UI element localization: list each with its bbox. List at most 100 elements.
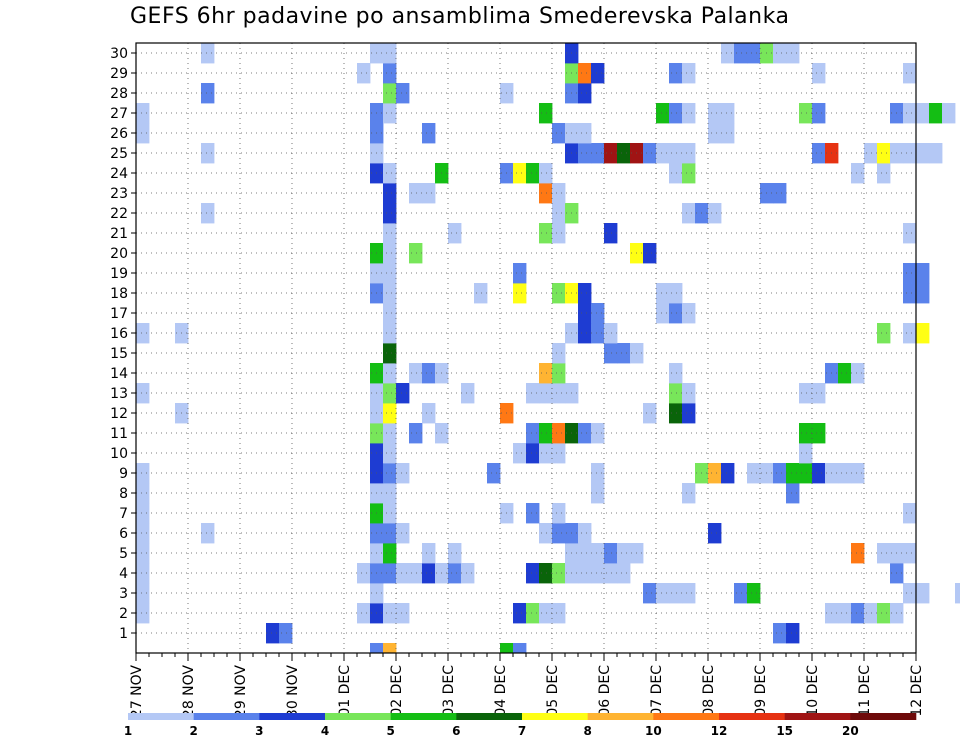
heatmap-cell <box>136 563 150 584</box>
heatmap-cell <box>604 223 618 244</box>
heatmap-cell <box>682 203 696 224</box>
heatmap-cell <box>864 143 878 164</box>
heatmap-cell <box>812 103 826 124</box>
heatmap-cell <box>604 323 618 344</box>
y-tick-label: 3 <box>119 586 128 602</box>
heatmap-cell <box>539 223 553 244</box>
heatmap-cell <box>799 423 813 444</box>
heatmap-cell <box>916 323 930 344</box>
heatmap-cell <box>539 523 553 544</box>
heatmap-cell <box>773 183 787 204</box>
heatmap-cell <box>682 583 696 604</box>
legend-swatch <box>259 713 326 720</box>
y-tick-label: 18 <box>110 286 128 302</box>
heatmap-cell <box>916 583 930 604</box>
heatmap-cell <box>578 563 592 584</box>
chart-title: GEFS 6hr padavine po ansamblima Smederev… <box>130 4 790 29</box>
heatmap-cell <box>422 403 436 424</box>
x-tick-label: 06 DEC <box>597 665 613 717</box>
heatmap-cell <box>539 443 553 464</box>
legend-swatch <box>390 713 457 720</box>
heatmap-cell <box>682 163 696 184</box>
heatmap-cell <box>396 383 410 404</box>
heatmap-cell <box>383 263 397 284</box>
heatmap-cell <box>643 243 657 264</box>
heatmap-cell <box>201 203 215 224</box>
heatmap-cell <box>682 483 696 504</box>
heatmap-cell <box>669 163 683 184</box>
heatmap-cell <box>734 583 748 604</box>
heatmap-cell <box>578 63 592 84</box>
heatmap-cell <box>786 43 800 64</box>
plot-frame <box>135 42 917 654</box>
y-tick-label: 30 <box>110 46 128 62</box>
legend-swatch <box>325 713 391 720</box>
heatmap-cell <box>552 123 566 144</box>
heatmap-cell <box>201 523 215 544</box>
heatmap-cell <box>955 583 960 604</box>
heatmap-cell <box>383 323 397 344</box>
heatmap-cell <box>669 63 683 84</box>
y-tick-label: 22 <box>110 206 128 222</box>
heatmap-cell <box>396 603 410 624</box>
heatmap-cell <box>643 143 657 164</box>
heatmap-cell <box>812 383 826 404</box>
heatmap-cell <box>682 103 696 124</box>
y-tick-label: 12 <box>110 406 128 422</box>
x-tick-label: 01 DEC <box>337 665 353 717</box>
heatmap-cell <box>526 603 540 624</box>
heatmap-cell <box>422 363 436 384</box>
heatmap-cell <box>578 303 592 324</box>
heatmap-cell <box>357 63 371 84</box>
heatmap-cell <box>708 463 722 484</box>
heatmap-cell <box>877 543 891 564</box>
heatmap-cell <box>877 163 891 184</box>
heatmap-cell <box>747 583 761 604</box>
legend-swatch <box>784 713 851 720</box>
legend-label: 5 <box>386 724 394 738</box>
heatmap-cell <box>396 563 410 584</box>
heatmap-cell <box>370 643 384 654</box>
heatmap-cell <box>448 543 462 564</box>
heatmap-cell <box>266 623 280 644</box>
heatmap-cell <box>669 383 683 404</box>
heatmap-cell <box>539 423 553 444</box>
heatmap-cell <box>682 63 696 84</box>
heatmap-cell <box>617 563 631 584</box>
heatmap-cell <box>721 123 735 144</box>
heatmap-cell <box>383 43 397 64</box>
heatmap-cell <box>396 83 410 104</box>
legend-label: 20 <box>842 724 859 738</box>
heatmap-cell <box>136 103 150 124</box>
heatmap-cell <box>799 443 813 464</box>
x-tick-label: 08 DEC <box>701 665 717 717</box>
heatmap-cell <box>383 643 397 654</box>
legend-swatch <box>587 713 654 720</box>
heatmap-cell <box>851 543 865 564</box>
heatmap-cell <box>461 563 475 584</box>
heatmap-cell <box>903 223 917 244</box>
heatmap-cell <box>903 103 917 124</box>
heatmap-cell <box>591 303 605 324</box>
y-tick-label: 2 <box>119 606 128 622</box>
x-tick-label: 09 DEC <box>753 665 769 717</box>
heatmap-cell <box>786 463 800 484</box>
y-tick-label: 13 <box>110 386 128 402</box>
heatmap-cell <box>396 463 410 484</box>
heatmap-cell <box>357 563 371 584</box>
heatmap-cell <box>539 383 553 404</box>
heatmap-cell <box>383 383 397 404</box>
heatmap-cell <box>201 83 215 104</box>
heatmap-cell <box>877 323 891 344</box>
heatmap-cell <box>136 543 150 564</box>
heatmap-cell <box>617 543 631 564</box>
heatmap-cell <box>877 603 891 624</box>
legend-swatch <box>653 713 720 720</box>
heatmap-cell <box>578 543 592 564</box>
heatmap-cell <box>591 323 605 344</box>
x-tick-label: 29 NOV <box>233 665 249 719</box>
y-tick-label: 9 <box>119 466 128 482</box>
heatmap-cell <box>539 163 553 184</box>
heatmap-cell <box>409 563 423 584</box>
